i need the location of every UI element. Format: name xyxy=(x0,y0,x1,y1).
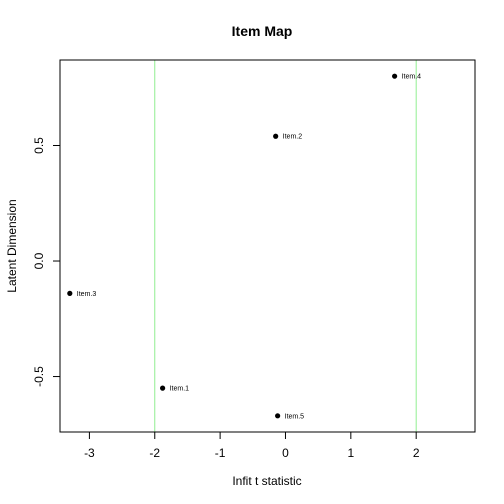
point-label: Item.1 xyxy=(170,386,190,393)
y-tick-label: 0.5 xyxy=(32,137,46,154)
x-tick-label: -2 xyxy=(149,446,160,460)
data-points: Item.1 Item.2 Item.3 Item.4 Item.5 xyxy=(67,74,421,421)
point-label: Item.2 xyxy=(283,134,303,141)
x-tick-label: -1 xyxy=(215,446,226,460)
x-tick-label: 2 xyxy=(413,446,420,460)
point-label: Item.5 xyxy=(285,413,305,420)
x-axis-label: Infit t statistic xyxy=(232,474,301,488)
y-tick-label: -0.5 xyxy=(32,366,46,387)
y-axis: -0.5 0.0 0.5 xyxy=(32,137,60,387)
reference-lines xyxy=(155,60,416,432)
data-point xyxy=(67,291,72,296)
data-point-group: Item.3 xyxy=(67,291,96,298)
data-point xyxy=(392,74,397,79)
data-point-group: Item.5 xyxy=(275,413,304,420)
point-label: Item.4 xyxy=(402,74,422,81)
data-point xyxy=(160,385,165,390)
point-label: Item.3 xyxy=(77,291,97,298)
data-point-group: Item.4 xyxy=(392,74,421,81)
data-point xyxy=(273,134,278,139)
x-tick-label: -3 xyxy=(84,446,95,460)
x-tick-label: 1 xyxy=(347,446,354,460)
x-axis: -3 -2 -1 0 1 2 xyxy=(84,432,420,460)
y-tick-label: 0.0 xyxy=(32,252,46,269)
plot-frame xyxy=(60,60,475,432)
chart-title: Item Map xyxy=(232,23,293,39)
data-point-group: Item.1 xyxy=(160,385,189,392)
y-axis-label: Latent Dimension xyxy=(5,199,19,292)
data-point xyxy=(275,413,280,418)
x-tick-label: 0 xyxy=(282,446,289,460)
data-point-group: Item.2 xyxy=(273,134,302,141)
